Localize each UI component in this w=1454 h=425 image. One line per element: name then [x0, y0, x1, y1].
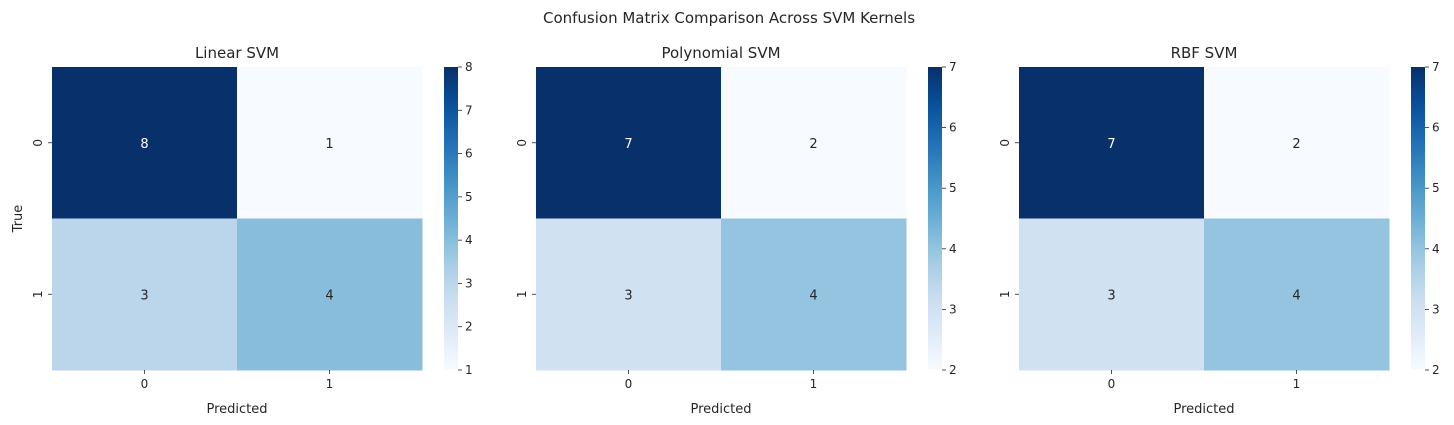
- x-tick-label: 1: [1293, 377, 1301, 391]
- y-tick-label: 0: [31, 139, 45, 147]
- colorbar-tick-label: 3: [949, 302, 957, 316]
- heatmap-cell: [1204, 67, 1390, 219]
- heatmap-panel-3: RBF SVM 7 2 3 4 0 1 0 1 Predicted 2 3 4 5 6 7: [998, 44, 1440, 417]
- colorbar-tick-label: 8: [465, 60, 473, 74]
- cell-value-label: 4: [809, 288, 817, 303]
- cell-value-label: 3: [624, 288, 632, 303]
- colorbar: [928, 67, 942, 370]
- cell-value-label: 3: [140, 288, 148, 303]
- colorbar-tick-label: 5: [1432, 181, 1440, 195]
- panels: Linear SVM 8 1 3 4 0 1 0 1 Predicted True 1 2 3 4 5 6 7 8 P…: [11, 44, 1440, 417]
- heatmap-cell: [1019, 67, 1205, 219]
- cell-value-label: 8: [140, 137, 148, 152]
- colorbar-tick-label: 6: [949, 121, 957, 135]
- colorbar: [1411, 67, 1425, 370]
- x-axis-label: Predicted: [206, 402, 267, 417]
- panel-title: Linear SVM: [195, 44, 279, 62]
- heatmap-cell: [1204, 218, 1390, 371]
- x-tick-label: 1: [326, 377, 334, 391]
- colorbar-tick-label: 5: [465, 190, 473, 204]
- colorbar-tick-label: 7: [1432, 60, 1440, 74]
- colorbar-tick-label: 3: [465, 276, 473, 290]
- heatmap-cell: [52, 67, 238, 219]
- y-tick-label: 0: [998, 139, 1012, 147]
- y-tick-label: 1: [31, 290, 45, 298]
- heatmap-cell: [237, 218, 423, 371]
- colorbar-tick-label: 4: [949, 242, 957, 256]
- cell-value-label: 4: [325, 288, 333, 303]
- cell-value-label: 2: [809, 137, 817, 152]
- heatmap-cell: [721, 67, 907, 219]
- panel-title: RBF SVM: [1171, 44, 1238, 62]
- cell-value-label: 7: [624, 137, 632, 152]
- cell-value-label: 1: [325, 137, 333, 152]
- heatmap-cell: [52, 218, 238, 371]
- colorbar-tick-label: 6: [465, 147, 473, 161]
- heatmap-cell: [536, 218, 722, 371]
- y-tick-label: 1: [998, 290, 1012, 298]
- heatmap-cell: [536, 67, 722, 219]
- panel-title: Polynomial SVM: [661, 44, 780, 62]
- colorbar-tick-label: 1: [465, 363, 473, 377]
- x-tick-label: 0: [1108, 377, 1116, 391]
- cell-value-label: 2: [1292, 137, 1300, 152]
- figure-title: Confusion Matrix Comparison Across SVM K…: [543, 9, 915, 27]
- colorbar-tick-label: 5: [949, 181, 957, 195]
- colorbar-tick-label: 7: [465, 103, 473, 117]
- colorbar-tick-label: 2: [1432, 363, 1440, 377]
- cell-value-label: 4: [1292, 288, 1300, 303]
- heatmap-cell: [237, 67, 423, 219]
- heatmap-panel-2: Polynomial SVM 7 2 3 4 0 1 0 1 Predicted 2 3 4 5 6 7: [515, 44, 957, 417]
- x-tick-label: 0: [141, 377, 149, 391]
- colorbar-tick-label: 3: [1432, 302, 1440, 316]
- colorbar-tick-label: 6: [1432, 121, 1440, 135]
- x-axis-label: Predicted: [1173, 402, 1234, 417]
- cell-value-label: 3: [1107, 288, 1115, 303]
- x-tick-label: 0: [625, 377, 633, 391]
- colorbar-tick-label: 2: [465, 320, 473, 334]
- x-axis-label: Predicted: [690, 402, 751, 417]
- cell-value-label: 7: [1107, 137, 1115, 152]
- colorbar-tick-label: 7: [949, 60, 957, 74]
- heatmap-cell: [721, 218, 907, 371]
- y-axis-label: True: [11, 205, 26, 234]
- colorbar: [444, 67, 458, 370]
- heatmap-panel-1: Linear SVM 8 1 3 4 0 1 0 1 Predicted True 1 2 3 4 5 6 7 8: [11, 44, 473, 417]
- colorbar-tick-label: 2: [949, 363, 957, 377]
- y-tick-label: 1: [515, 290, 529, 298]
- x-tick-label: 1: [810, 377, 818, 391]
- heatmap-cell: [1019, 218, 1205, 371]
- y-tick-label: 0: [515, 139, 529, 147]
- colorbar-tick-label: 4: [465, 233, 473, 247]
- colorbar-tick-label: 4: [1432, 242, 1440, 256]
